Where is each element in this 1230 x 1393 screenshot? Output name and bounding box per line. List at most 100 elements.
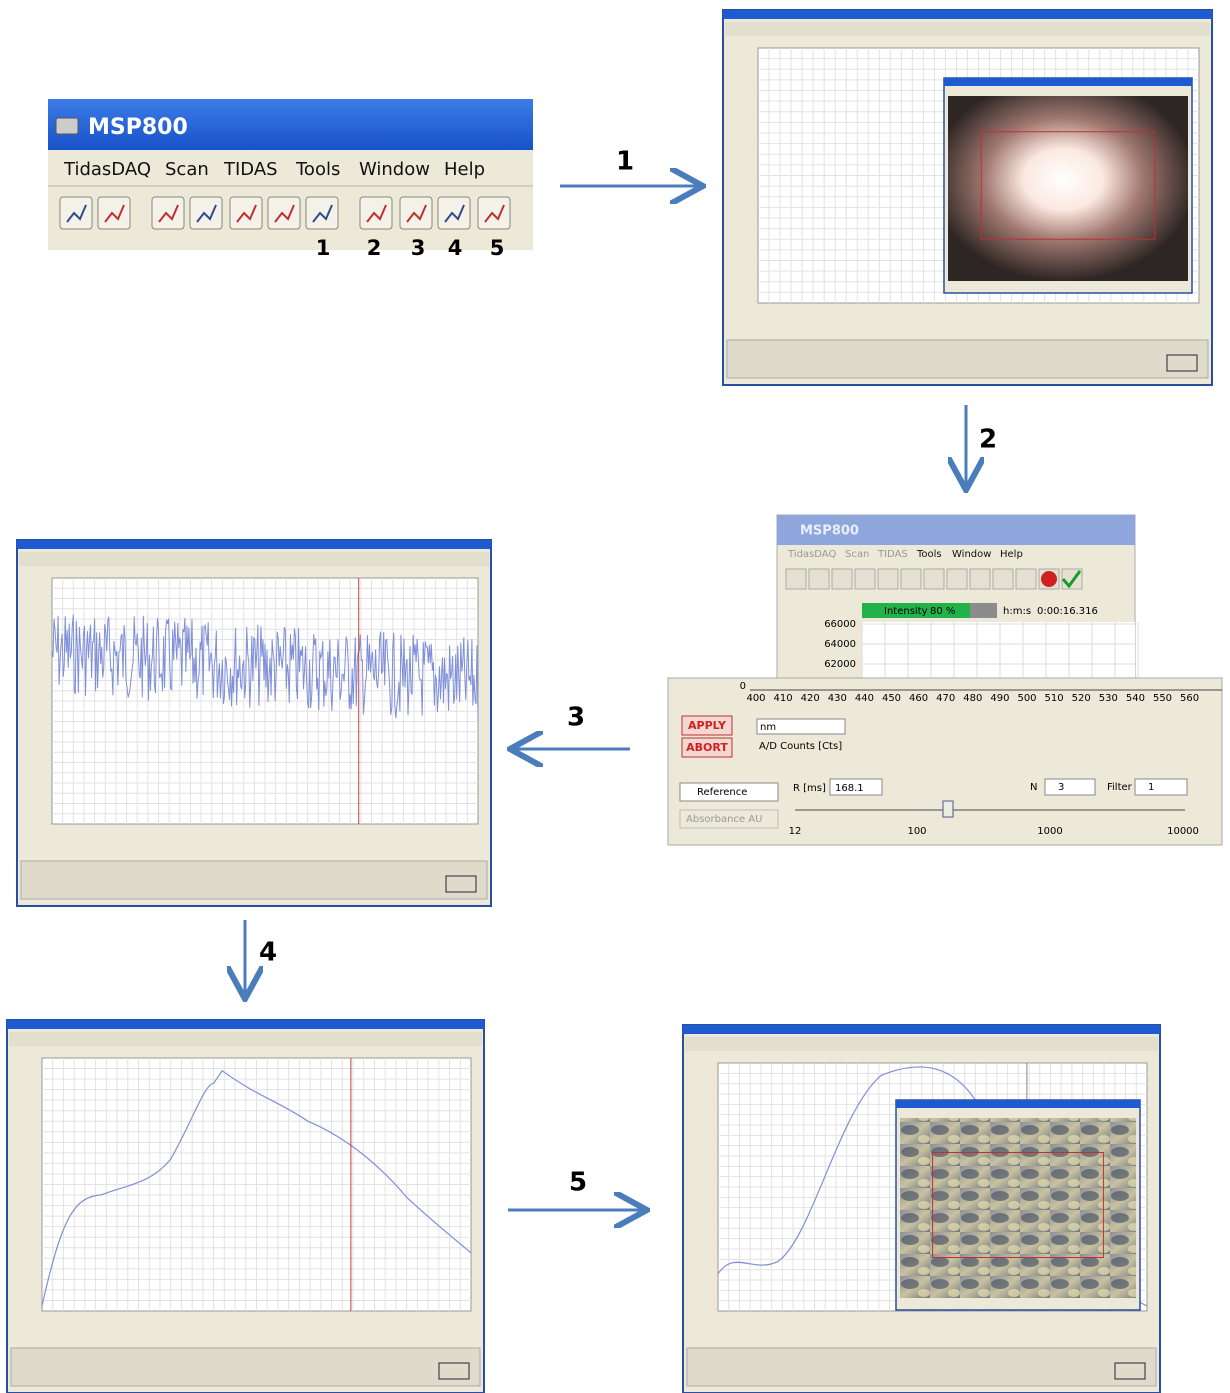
detail-title: MSP800 bbox=[800, 524, 859, 539]
screenshot-toolbar bbox=[685, 1037, 1158, 1051]
x-tick-label: 440 bbox=[855, 693, 874, 704]
screenshot-title-bar bbox=[683, 1025, 1160, 1034]
slider-knob[interactable] bbox=[943, 801, 953, 817]
r-value: 168.1 bbox=[835, 783, 864, 794]
time-value: 0:00:16.316 bbox=[1037, 606, 1098, 617]
detail-toolbar-button bbox=[809, 569, 829, 589]
window-title: MSP800 bbox=[88, 115, 188, 140]
n-label: N bbox=[1030, 782, 1037, 793]
toolbar-number: 1 bbox=[316, 236, 331, 260]
menu-item: Tools bbox=[295, 159, 340, 180]
slider-tick: 10000 bbox=[1167, 826, 1199, 837]
detail-menu-item: TidasDAQ bbox=[787, 549, 836, 560]
screenshot-title-bar bbox=[7, 1020, 484, 1029]
app-icon bbox=[56, 118, 78, 134]
slider-tick: 100 bbox=[907, 826, 926, 837]
y-tick-label: 66000 bbox=[824, 619, 856, 630]
y-tick-label: 62000 bbox=[824, 659, 856, 670]
menu-item: Window bbox=[359, 159, 430, 180]
toolbar-button bbox=[478, 197, 510, 229]
screenshot-toolbar bbox=[19, 552, 489, 566]
camera-image bbox=[948, 96, 1188, 281]
screenshot-footer bbox=[21, 861, 487, 899]
detail-toolbar-button bbox=[832, 569, 852, 589]
toolbar-number: 2 bbox=[367, 236, 382, 260]
menu-item: Scan bbox=[165, 159, 209, 180]
abort-label: ABORT bbox=[686, 741, 728, 754]
toolbar-button bbox=[360, 197, 392, 229]
filter-field[interactable] bbox=[1135, 779, 1187, 795]
detail-toolbar-button bbox=[993, 569, 1013, 589]
toolbar-button bbox=[152, 197, 184, 229]
apply-label: APPLY bbox=[688, 719, 727, 732]
detail-toolbar-button bbox=[970, 569, 990, 589]
step-label: 2 bbox=[979, 425, 997, 455]
step-label: 1 bbox=[616, 147, 634, 177]
step-label: 4 bbox=[259, 938, 277, 968]
detail-menu-item: Window bbox=[952, 549, 991, 560]
camera-title-bar bbox=[896, 1100, 1140, 1108]
x-tick-label: 560 bbox=[1180, 693, 1199, 704]
slider-tick: 12 bbox=[789, 826, 802, 837]
screenshot-footer bbox=[11, 1348, 480, 1386]
camera-title-bar bbox=[944, 78, 1192, 86]
detail-menu-item: TIDAS bbox=[877, 549, 908, 560]
step-label: 5 bbox=[569, 1168, 587, 1198]
x-tick-label: 530 bbox=[1099, 693, 1118, 704]
toolbar-button bbox=[230, 197, 262, 229]
x-tick-label: 480 bbox=[963, 693, 982, 704]
menu-item: TidasDAQ bbox=[63, 159, 151, 180]
toolbar-button bbox=[400, 197, 432, 229]
screenshot-footer bbox=[727, 340, 1208, 378]
x-tick-label: 430 bbox=[828, 693, 847, 704]
detail-menu-item: Scan bbox=[845, 549, 869, 560]
slider-tick: 1000 bbox=[1037, 826, 1062, 837]
x-tick-label: 520 bbox=[1072, 693, 1091, 704]
intensity-label: Intensity bbox=[884, 606, 928, 617]
detail-menu-item: Tools bbox=[916, 549, 942, 560]
menu-item: Help bbox=[444, 159, 485, 180]
detail-plot bbox=[862, 622, 1135, 680]
x-tick-label: 420 bbox=[801, 693, 820, 704]
detail-toolbar-button bbox=[878, 569, 898, 589]
time-label: h:m:s bbox=[1003, 606, 1031, 617]
mode-value: Reference bbox=[697, 787, 747, 798]
toolbar-number: 5 bbox=[490, 236, 505, 260]
screenshot-toolbar bbox=[9, 1032, 482, 1046]
detail-toolbar-button bbox=[855, 569, 875, 589]
abort-icon bbox=[1041, 571, 1057, 587]
x-tick-label: 460 bbox=[909, 693, 928, 704]
y-tick-label: 64000 bbox=[824, 639, 856, 650]
toolbar-number: 4 bbox=[448, 236, 463, 260]
screenshot-toolbar bbox=[725, 22, 1210, 36]
detail-toolbar-button bbox=[947, 569, 967, 589]
toolbar-button bbox=[268, 197, 300, 229]
n-field[interactable] bbox=[1045, 779, 1095, 795]
toolbar-button bbox=[306, 197, 338, 229]
r-label: R [ms] bbox=[793, 783, 826, 794]
filter-label: Filter bbox=[1107, 782, 1133, 793]
toolbar-button bbox=[98, 197, 130, 229]
toolbar-number: 3 bbox=[411, 236, 426, 260]
screenshot-footer bbox=[687, 1348, 1156, 1386]
toolbar-button bbox=[438, 197, 470, 229]
screenshot-title-bar bbox=[723, 10, 1212, 19]
intensity-value: 80 % bbox=[930, 606, 955, 617]
unit-value: nm bbox=[760, 722, 776, 733]
n-value: 3 bbox=[1058, 782, 1064, 793]
step-label: 3 bbox=[567, 703, 585, 733]
camera-image bbox=[900, 1118, 1136, 1298]
x-tick-label: 510 bbox=[1045, 693, 1064, 704]
x-tick-label: 400 bbox=[746, 693, 765, 704]
x-tick-label: 450 bbox=[882, 693, 901, 704]
screenshot-title-bar bbox=[17, 540, 491, 549]
filter-value: 1 bbox=[1148, 782, 1154, 793]
mode2-value: Absorbance AU bbox=[686, 814, 762, 825]
x-tick-label: 410 bbox=[774, 693, 793, 704]
detail-toolbar-button bbox=[1016, 569, 1036, 589]
toolbar-button bbox=[190, 197, 222, 229]
x-tick-label: 500 bbox=[1017, 693, 1036, 704]
detail-toolbar-button bbox=[786, 569, 806, 589]
menu-item: TIDAS bbox=[223, 159, 278, 180]
x-tick-label: 550 bbox=[1153, 693, 1172, 704]
